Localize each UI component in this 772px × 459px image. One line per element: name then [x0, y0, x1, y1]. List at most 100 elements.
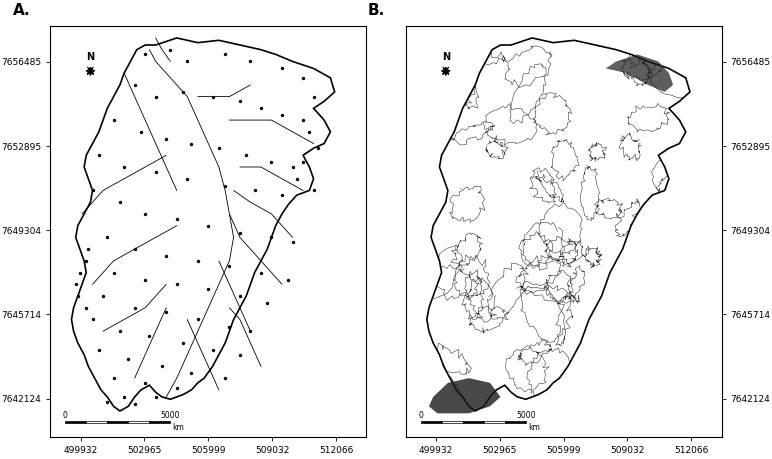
Point	[171, 280, 183, 288]
Point	[286, 238, 299, 246]
Text: N: N	[86, 52, 94, 62]
Text: A.: A.	[12, 3, 30, 18]
Point	[240, 151, 252, 159]
Point	[206, 347, 218, 354]
Point	[139, 210, 151, 218]
Point	[107, 269, 120, 276]
Point	[80, 304, 93, 312]
Point	[219, 50, 232, 58]
Text: 0: 0	[418, 411, 423, 420]
Point	[261, 299, 273, 307]
Text: km: km	[172, 423, 185, 432]
Point	[249, 187, 261, 194]
Point	[177, 339, 189, 347]
Point	[223, 262, 235, 269]
Point	[191, 257, 204, 264]
Polygon shape	[606, 54, 673, 92]
Point	[80, 257, 93, 264]
Point	[69, 280, 82, 288]
Point	[128, 246, 141, 253]
Bar	[86, 421, 107, 423]
Point	[312, 145, 324, 152]
Point	[297, 74, 310, 82]
Point	[128, 400, 141, 408]
Point	[185, 140, 198, 147]
Point	[72, 292, 84, 300]
Point	[128, 81, 141, 89]
Point	[160, 135, 172, 143]
Point	[82, 246, 94, 253]
Point	[276, 65, 288, 72]
Bar	[505, 421, 526, 423]
Point	[181, 58, 194, 65]
Text: 0: 0	[63, 411, 68, 420]
Bar	[462, 421, 484, 423]
Point	[139, 379, 151, 386]
Text: km: km	[528, 423, 540, 432]
Point	[164, 46, 177, 53]
Point	[276, 191, 288, 199]
Point	[307, 187, 320, 194]
Point	[150, 393, 162, 401]
Point	[191, 316, 204, 323]
Point	[297, 159, 310, 166]
Point	[118, 393, 130, 401]
Point	[139, 276, 151, 283]
Point	[139, 50, 151, 58]
Point	[144, 332, 156, 340]
Point	[286, 163, 299, 171]
Point	[86, 187, 99, 194]
Point	[160, 252, 172, 260]
Bar	[65, 421, 86, 423]
Point	[74, 269, 86, 276]
Point	[97, 292, 110, 300]
Point	[234, 229, 246, 236]
Point	[297, 117, 310, 124]
Point	[234, 98, 246, 105]
Point	[266, 234, 278, 241]
Point	[122, 356, 134, 363]
Point	[107, 375, 120, 382]
Point	[150, 93, 162, 100]
Point	[244, 58, 256, 65]
Point	[150, 168, 162, 175]
Point	[113, 328, 126, 335]
Point	[234, 292, 246, 300]
Point	[255, 269, 267, 276]
Point	[171, 384, 183, 391]
Text: 5000: 5000	[516, 411, 536, 420]
Point	[101, 234, 113, 241]
Point	[118, 163, 130, 171]
Point	[135, 128, 147, 135]
Bar	[128, 421, 150, 423]
Point	[156, 363, 168, 370]
Bar	[442, 421, 462, 423]
Polygon shape	[429, 378, 500, 414]
Point	[101, 398, 113, 405]
Point	[282, 276, 294, 283]
Point	[181, 175, 194, 182]
Point	[177, 88, 189, 95]
Bar	[150, 421, 171, 423]
Point	[234, 351, 246, 358]
Point	[107, 117, 120, 124]
Bar	[421, 421, 442, 423]
Point	[223, 323, 235, 330]
Point	[185, 370, 198, 377]
Point	[307, 93, 320, 100]
Point	[303, 128, 316, 135]
Point	[244, 328, 256, 335]
Point	[212, 145, 225, 152]
Point	[93, 151, 105, 159]
Bar	[484, 421, 505, 423]
Point	[202, 222, 215, 230]
Text: 5000: 5000	[161, 411, 180, 420]
Point	[219, 375, 232, 382]
Point	[219, 182, 232, 190]
Text: B.: B.	[368, 3, 385, 18]
Point	[160, 309, 172, 316]
Point	[202, 285, 215, 293]
Point	[206, 93, 218, 100]
Point	[93, 347, 105, 354]
Point	[290, 175, 303, 182]
